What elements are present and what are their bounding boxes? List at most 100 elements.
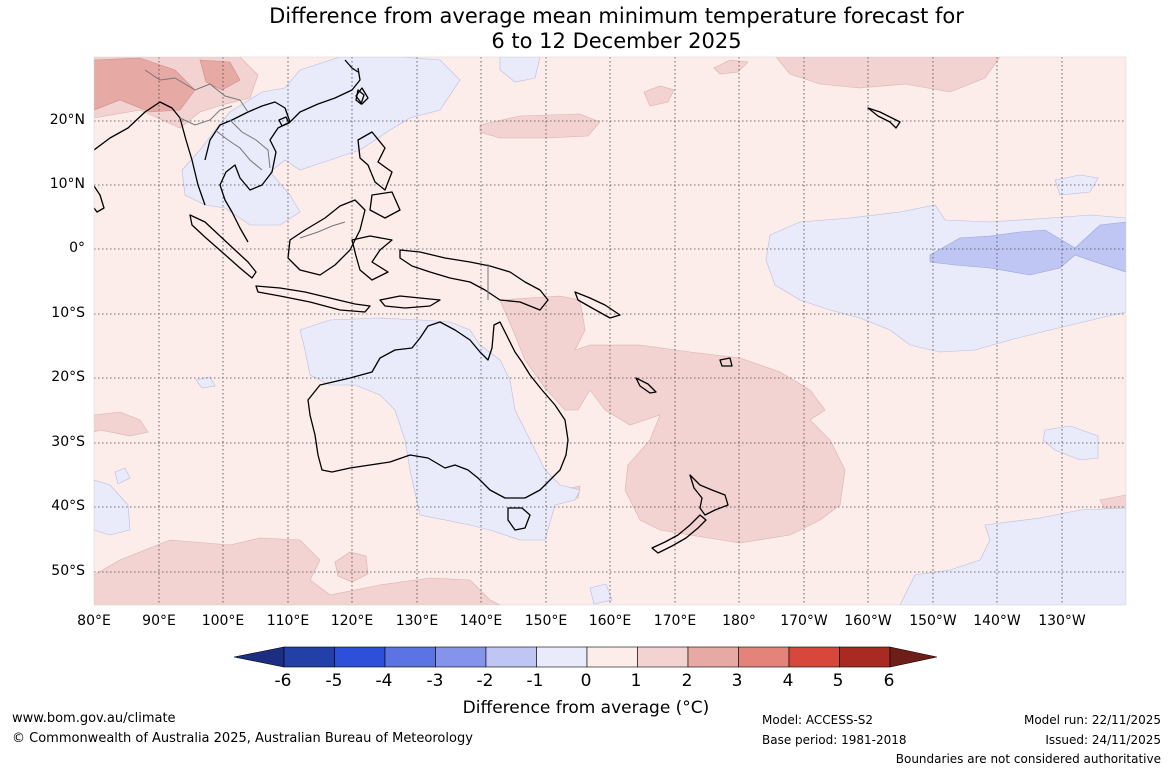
copyright-text: © Commonwealth of Australia 2025, Austra… — [12, 731, 473, 746]
colorbar-tick: 3 — [731, 671, 743, 691]
warm-region-small-2 — [713, 59, 749, 75]
coast-japan — [344, 59, 369, 105]
coast-solomon — [574, 291, 621, 319]
lon-label-150e: 150°E — [524, 613, 568, 629]
cool-region-small-1 — [114, 467, 131, 485]
lat-label-20s: 20°S — [51, 369, 85, 385]
coast-tasmania — [507, 507, 531, 531]
colorbar-tick: 4 — [782, 671, 794, 691]
lon-label-180: 180° — [722, 613, 756, 629]
colorbar-tick: 5 — [832, 671, 844, 691]
colorbar-tick: -3 — [426, 671, 444, 691]
website-link[interactable]: www.bom.gov.au/climate — [12, 711, 176, 726]
title-line-2: 6 to 12 December 2025 — [491, 29, 742, 53]
lon-label-140e: 140°E — [459, 613, 503, 629]
coastlines — [94, 59, 901, 554]
map-frame — [93, 56, 1127, 606]
colorbar-tick: 6 — [883, 671, 895, 691]
coast-hainan — [278, 116, 290, 127]
lon-label-80e: 80°E — [77, 613, 111, 629]
cool-region-southeast-pacific — [899, 507, 1126, 605]
colorbar-cell — [788, 646, 840, 668]
colorbar-tick: 2 — [681, 671, 693, 691]
colorbar-high-arrow — [889, 646, 938, 668]
country-borders — [144, 69, 489, 300]
lon-label-170w: 170°W — [780, 613, 828, 629]
warm-region-southern-ocean — [94, 537, 501, 605]
lon-label-90e: 90°E — [142, 613, 176, 629]
warm-anomaly-regions — [94, 57, 1126, 605]
cool-region-australia — [299, 317, 581, 541]
warm-region-coral-tasman — [499, 295, 846, 544]
warm-region-north-pacific — [775, 57, 1001, 93]
coast-java — [255, 285, 371, 313]
coast-indochina — [204, 101, 291, 243]
boundaries-disclaimer: Boundaries are not considered authoritat… — [895, 752, 1161, 766]
colorbar-cell — [334, 646, 386, 668]
lon-label-150w: 150°W — [909, 613, 957, 629]
warm-region-central-north — [479, 113, 601, 139]
coast-south-china — [289, 67, 361, 123]
colorbar-tick: -6 — [274, 671, 292, 691]
colorbar-tick: -4 — [375, 671, 393, 691]
coast-new-guinea — [399, 249, 549, 311]
colorbar-tick: 0 — [580, 671, 592, 691]
warm-region-south-small — [334, 551, 369, 583]
issued-date: Issued: 24/11/2025 — [1045, 733, 1161, 747]
lon-label-100e: 100°E — [201, 613, 245, 629]
coast-timor-flores — [379, 295, 441, 309]
map-title: Difference from average mean minimum tem… — [0, 4, 1173, 54]
coast-borneo — [287, 199, 366, 276]
coast-india-bay-bengal — [94, 101, 206, 206]
coast-australia — [307, 321, 569, 499]
colorbar-tick: 1 — [630, 671, 642, 691]
colorbar-cell — [536, 646, 588, 668]
warmer-anomaly-regions — [94, 57, 241, 113]
colorbar-tick: -5 — [325, 671, 343, 691]
warm-region-west-indian — [94, 411, 149, 437]
forecast-map — [93, 56, 1127, 606]
title-line-1: Difference from average mean minimum tem… — [269, 4, 964, 28]
colorbar-cell — [839, 646, 891, 668]
model-run-date: Model run: 22/11/2025 — [1023, 713, 1161, 727]
colorbar — [233, 646, 938, 668]
colorbar-title: Difference from average (°C) — [462, 698, 710, 718]
coast-sumatra — [189, 214, 257, 279]
colorbar-cell — [637, 646, 689, 668]
colorbar-cell — [384, 646, 436, 668]
warm-region-tibet — [199, 59, 241, 91]
coast-new-caledonia — [635, 377, 657, 394]
lon-label-130e: 130°E — [395, 613, 439, 629]
coast-nz-north — [689, 474, 729, 516]
lon-label-110e: 110°E — [266, 613, 310, 629]
cool-region-southwest — [94, 479, 131, 536]
colorbar-cell — [283, 646, 335, 668]
lon-label-120e: 120°E — [330, 613, 374, 629]
warm-region-small — [643, 85, 675, 107]
colorbar-cell — [485, 646, 537, 668]
cool-region-north-small — [499, 57, 541, 83]
lat-label-50s: 50°S — [51, 563, 85, 579]
coast-fiji — [719, 357, 733, 367]
cool-region-south-end — [589, 583, 613, 605]
colorbar-low-arrow — [233, 646, 285, 668]
base-period: Base period: 1981-2018 — [762, 733, 907, 747]
coast-india-tip — [94, 185, 105, 213]
coast-nz-south — [651, 514, 707, 554]
lat-label-30s: 30°S — [51, 434, 85, 450]
cool-region-small-2 — [195, 376, 216, 389]
model-name: Model: ACCESS-S2 — [762, 713, 874, 727]
lon-label-170e: 170°E — [653, 613, 697, 629]
lat-label-10n: 10°N — [49, 176, 85, 192]
coast-mindanao — [369, 191, 401, 219]
colorbar-cell — [586, 646, 638, 668]
lon-label-160e: 160°E — [588, 613, 632, 629]
lat-label-0: 0° — [69, 240, 85, 256]
lat-label-40s: 40°S — [51, 498, 85, 514]
coast-sulawesi — [351, 235, 393, 281]
coast-philippines — [357, 131, 393, 191]
colorbar-cell — [435, 646, 487, 668]
colorbar-cell — [687, 646, 739, 668]
cool-region-indochina-scs — [181, 57, 461, 226]
lat-label-10s: 10°S — [51, 305, 85, 321]
